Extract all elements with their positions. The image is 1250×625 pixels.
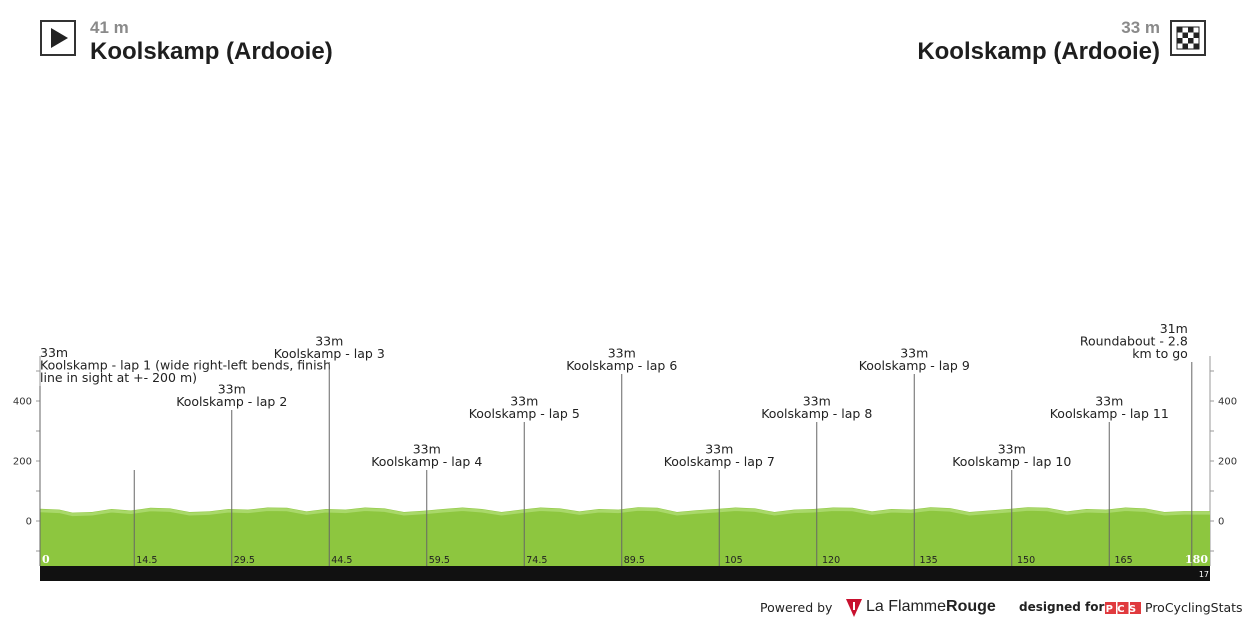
- elevation-area: [40, 507, 1210, 566]
- marker-elevation-label: 33m: [413, 442, 441, 457]
- marker-text: Koolskamp - lap 8: [761, 406, 872, 421]
- marker-elevation-label: 33m: [900, 346, 928, 361]
- x-tick-label: 89.5: [624, 555, 645, 566]
- marker-elevation-label: 33m: [1095, 394, 1123, 409]
- finish-elevation: 33 m: [1121, 18, 1160, 37]
- marker-text: Koolskamp - lap 3: [274, 346, 385, 361]
- y-tick-label-left: 200: [13, 457, 32, 468]
- y-tick-label-left: 400: [13, 397, 32, 408]
- flamme-rouge-icon: [846, 599, 862, 617]
- x-tick-label: 29.5: [234, 555, 255, 566]
- marker-text: Roundabout - 2.8: [1080, 334, 1188, 349]
- y-tick-label-left: 0: [26, 517, 32, 528]
- x-tick-label: 14.5: [136, 555, 157, 566]
- elevation-highlight: [39, 507, 1210, 517]
- marker-elevation-label: 33m: [218, 382, 246, 397]
- procyclingstats-logo: ProCyclingStats: [1145, 600, 1243, 615]
- marker-elevation-label: 31m: [1160, 321, 1188, 336]
- x-end-label: 180: [1185, 553, 1208, 566]
- lfr-logo-prefix: La Flamme: [866, 598, 947, 615]
- marker-elevation-label: 33m: [608, 346, 636, 361]
- distance-strip-end-label: 17: [1199, 570, 1209, 579]
- x-tick-label: 44.5: [331, 555, 352, 566]
- la-flamme-rouge-logo: La FlammeRouge: [866, 598, 996, 616]
- footer: Powered by La FlammeRouge designed for P…: [0, 596, 1250, 620]
- y-tick-label-right: 0: [1218, 517, 1224, 528]
- marker-text: Koolskamp - lap 7: [664, 454, 775, 469]
- pcs-badge-icon: PCS: [1105, 602, 1141, 614]
- start-info: 41 m Koolskamp (Ardooie): [90, 18, 333, 66]
- marker-elevation-label: 33m: [315, 334, 343, 349]
- marker-text: Koolskamp - lap 5: [469, 406, 580, 421]
- checkered-flag-icon: [1170, 20, 1206, 56]
- play-flag-icon: [40, 20, 76, 56]
- marker-text: line in sight at +- 200 m): [40, 370, 197, 385]
- marker-elevation-label: 33m: [40, 345, 68, 360]
- powered-by-text: Powered by: [760, 600, 833, 615]
- x-tick-label: 59.5: [429, 555, 450, 566]
- marker-text: km to go: [1132, 346, 1188, 361]
- marker-text: Koolskamp - lap 9: [859, 358, 970, 373]
- finish-info: 33 m Koolskamp (Ardooie): [917, 18, 1160, 66]
- checkered-pattern-icon: [1176, 26, 1200, 50]
- marker-elevation-label: 33m: [510, 394, 538, 409]
- marker-text: Koolskamp - lap 1 (wide right-left bends…: [40, 358, 331, 373]
- designed-for-text: designed for: [1019, 600, 1105, 614]
- x-tick-label: 105: [725, 555, 743, 566]
- x-tick-label: 150: [1017, 555, 1035, 566]
- x-tick-label: 120: [822, 555, 840, 566]
- play-triangle-icon: [51, 28, 68, 48]
- y-tick-label-right: 400: [1218, 397, 1237, 408]
- marker-text: Koolskamp - lap 6: [566, 358, 677, 373]
- x-tick-label: 165: [1115, 555, 1133, 566]
- marker-text: Koolskamp - lap 4: [371, 454, 482, 469]
- y-tick-label-right: 200: [1218, 457, 1237, 468]
- marker-elevation-label: 33m: [803, 394, 831, 409]
- distance-strip: [40, 566, 1210, 581]
- start-elevation: 41 m: [90, 18, 129, 37]
- x-tick-label: 135: [920, 555, 938, 566]
- marker-elevation-label: 33m: [998, 442, 1026, 457]
- x-tick-label: 74.5: [526, 555, 547, 566]
- pcs-badge-text: PCS: [1106, 604, 1141, 614]
- start-location: Koolskamp (Ardooie): [90, 38, 333, 65]
- marker-text: Koolskamp - lap 2: [176, 394, 287, 409]
- marker-text: Koolskamp - lap 11: [1050, 406, 1169, 421]
- finish-location: Koolskamp (Ardooie): [917, 38, 1160, 65]
- lfr-logo-suffix: Rouge: [946, 598, 996, 615]
- marker-text: Koolskamp - lap 10: [952, 454, 1071, 469]
- marker-elevation-label: 33m: [705, 442, 733, 457]
- x-start-label: 0: [42, 553, 50, 566]
